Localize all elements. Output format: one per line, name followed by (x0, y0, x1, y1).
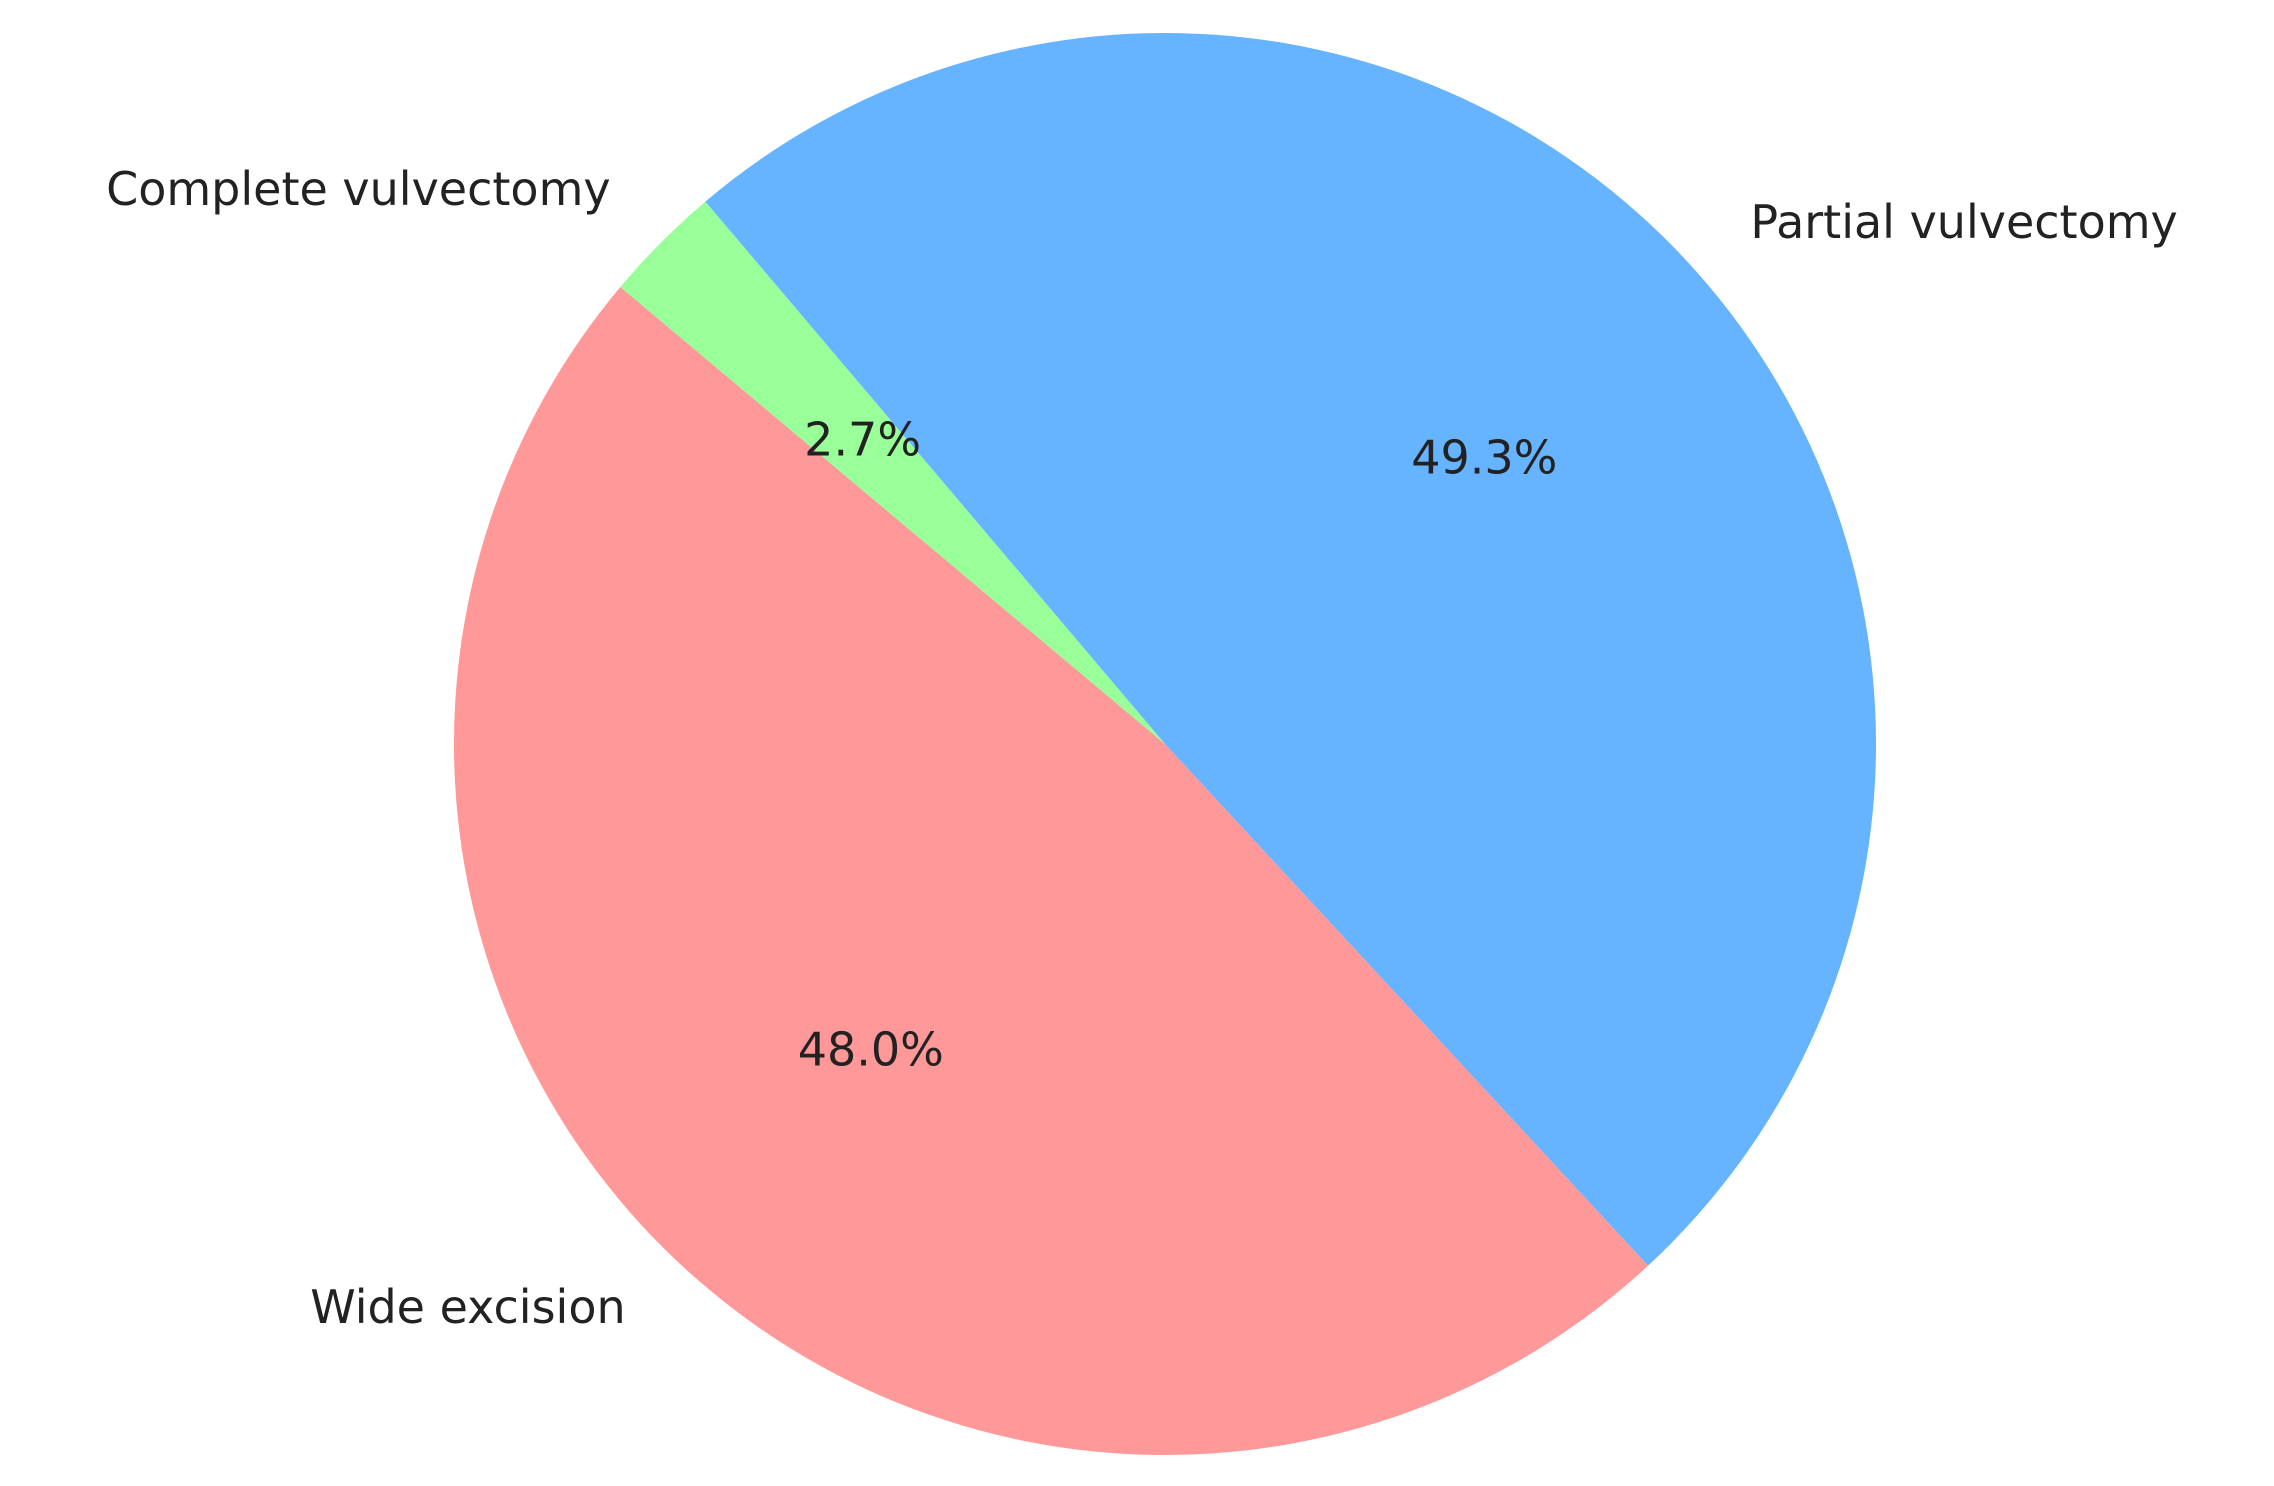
pie-slice (620, 201, 1165, 744)
slice-label: Wide excision (310, 1280, 625, 1334)
slice-label: Complete vulvectomy (106, 162, 611, 216)
pie-slice (705, 32, 1877, 1266)
pct-label: 48.0% (798, 1022, 944, 1076)
pie-slice (453, 286, 1649, 1455)
pct-label: 49.3% (1411, 431, 1557, 485)
slice-label: Partial vulvectomy (1750, 195, 2177, 249)
pct-label: 2.7% (804, 413, 921, 467)
